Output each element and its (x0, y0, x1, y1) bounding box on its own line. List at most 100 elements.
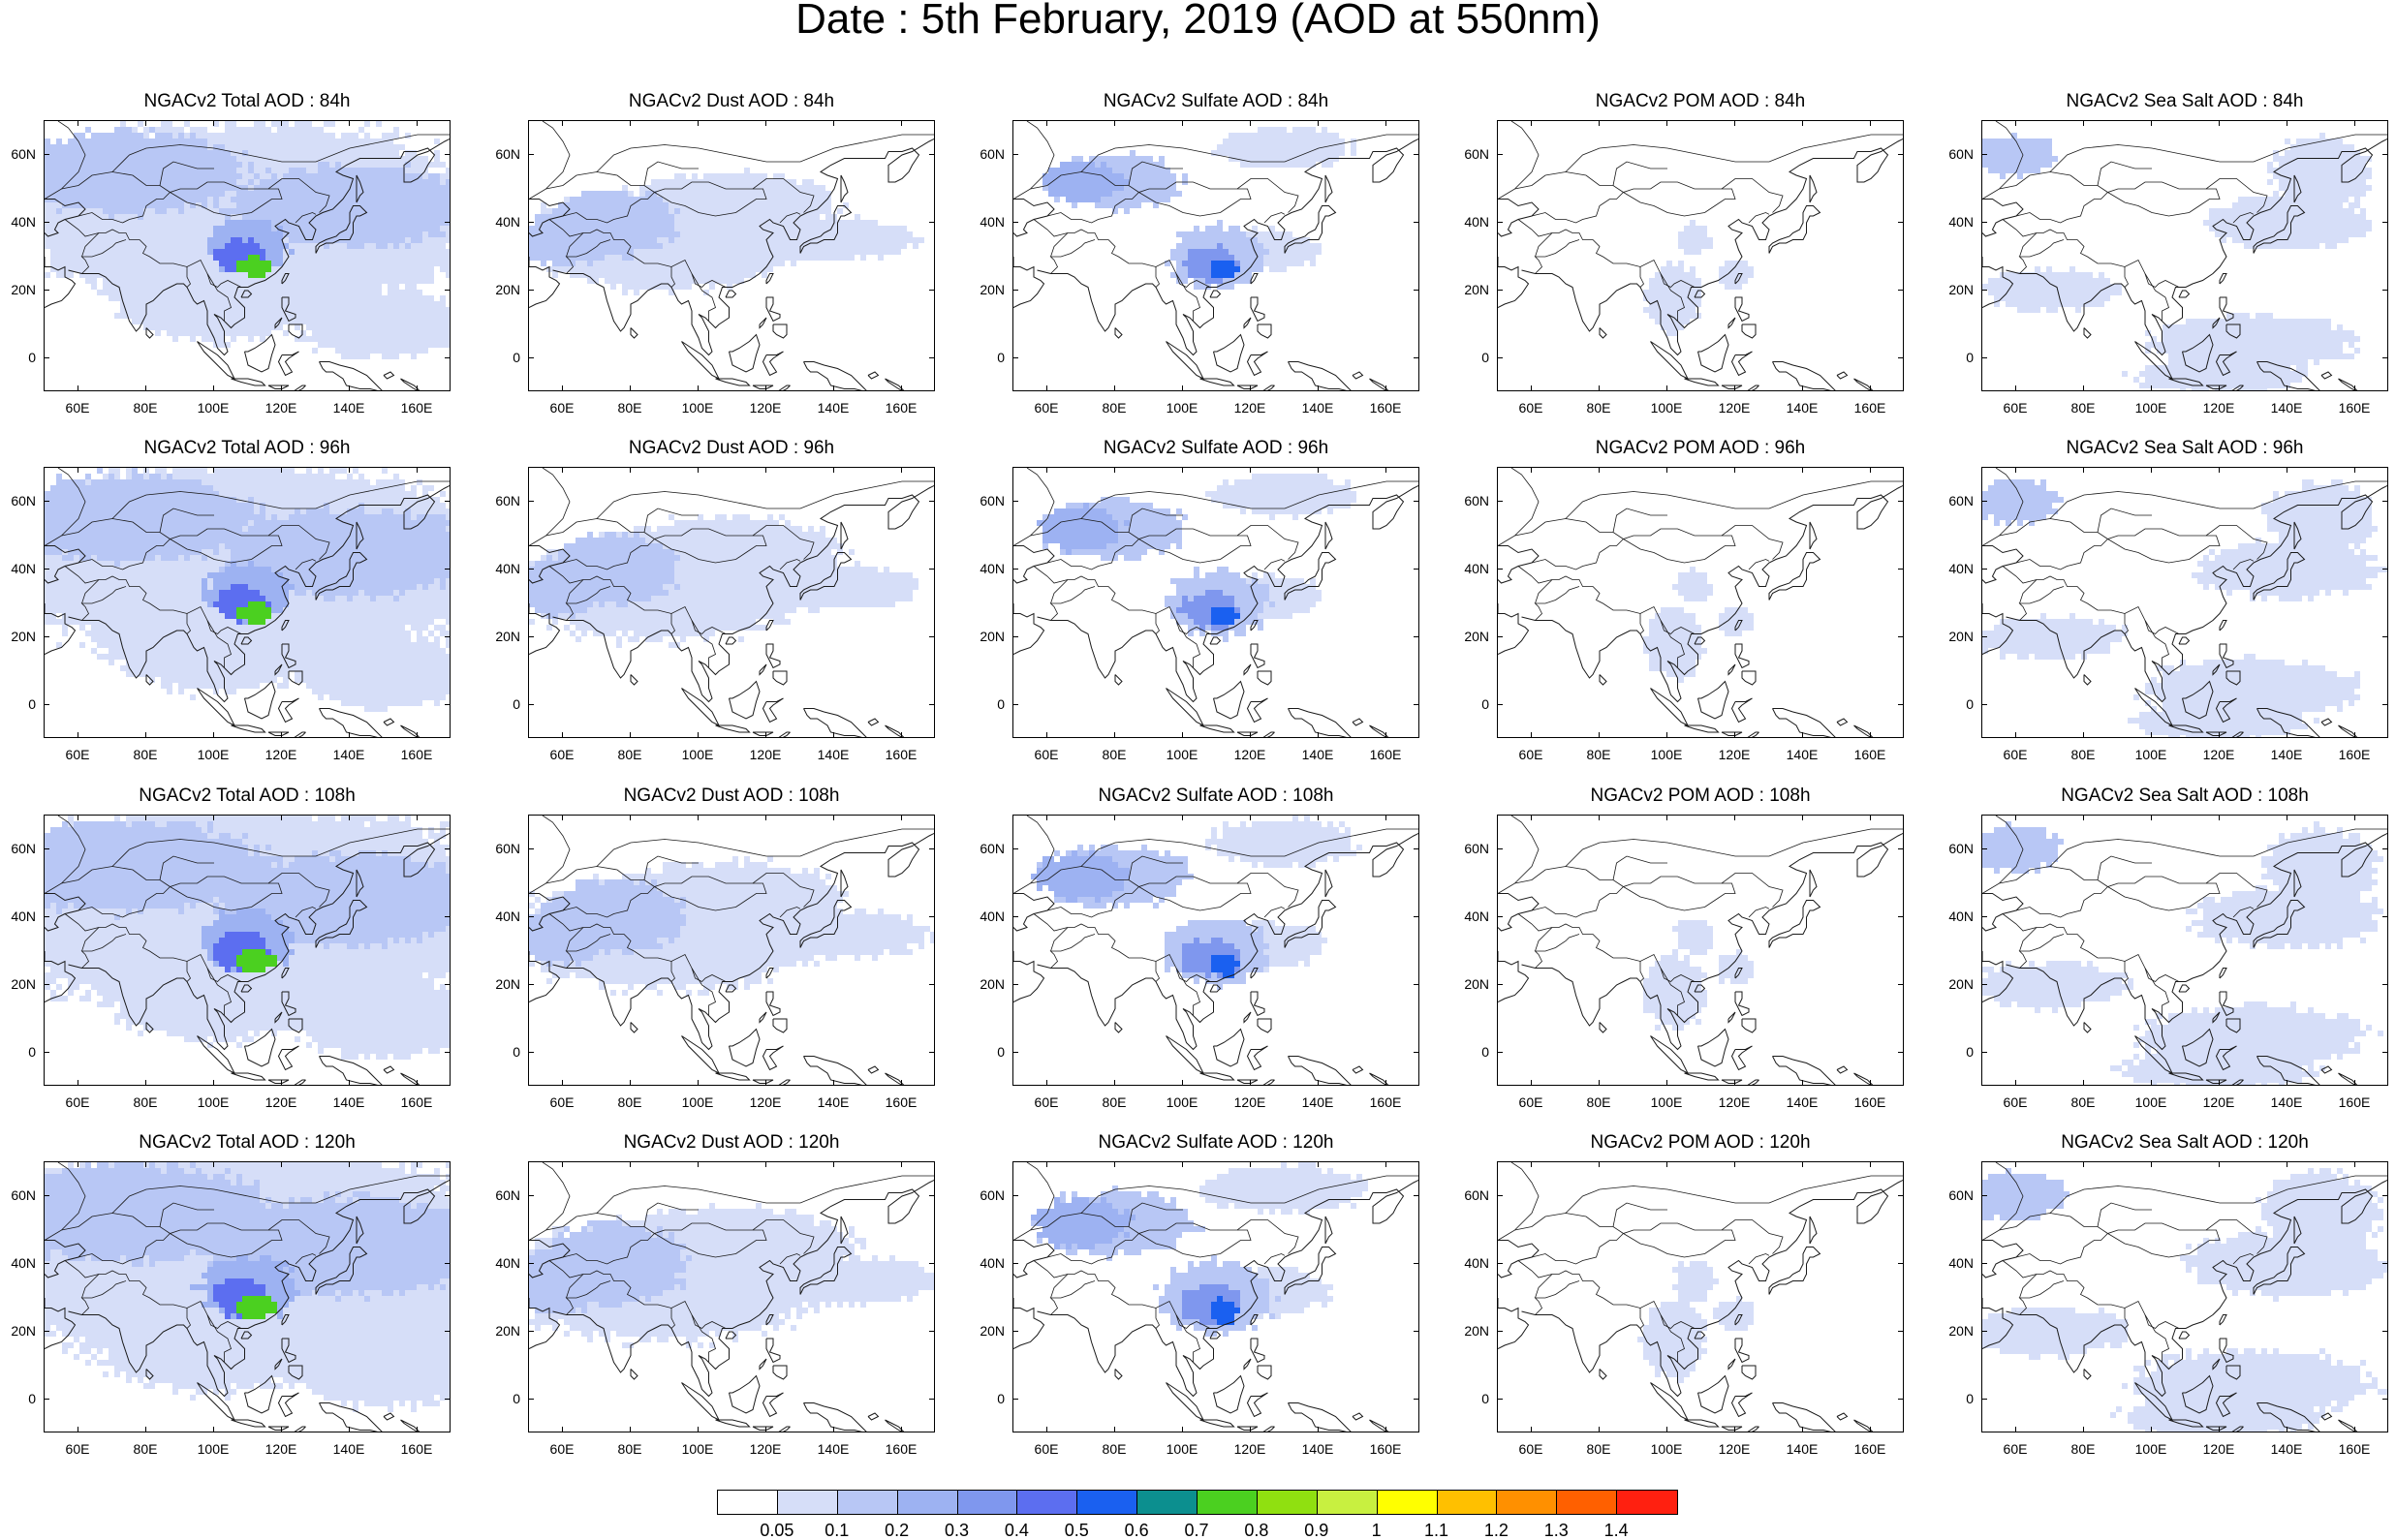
lon-label: 160E (1356, 401, 1415, 415)
aod-cell (750, 243, 756, 249)
aod-cell (1322, 133, 1327, 139)
aod-cell (703, 231, 709, 237)
aod-cell (1678, 324, 1684, 330)
aod-cell (399, 226, 405, 231)
aod-cell (428, 185, 434, 191)
aod-cell (184, 243, 190, 249)
aod-cell (353, 208, 358, 214)
aod-cell (576, 266, 581, 272)
aod-cell (2046, 156, 2052, 162)
aod-cell (610, 261, 616, 266)
aod-cell (738, 220, 744, 226)
aod-cell (1194, 255, 1199, 261)
aod-cell (289, 214, 295, 220)
aod-cell (225, 290, 231, 295)
aod-cell (295, 179, 300, 185)
aod-cell (114, 173, 120, 179)
aod-cell (161, 156, 167, 162)
aod-cell (727, 226, 732, 231)
aod-cell (849, 226, 855, 231)
aod-cell (422, 324, 428, 330)
aod-cell (639, 226, 645, 231)
aod-cell (762, 261, 767, 266)
aod-cell (2203, 319, 2209, 324)
aod-cell (358, 354, 364, 359)
aod-cell (2069, 278, 2075, 284)
aod-cell (411, 272, 417, 278)
aod-cell (1994, 144, 2000, 150)
aod-cell (2180, 377, 2186, 383)
aod-cell (2069, 272, 2075, 278)
aod-cell (347, 319, 353, 324)
aod-cell (207, 220, 213, 226)
aod-cell (2302, 162, 2308, 168)
aod-cell (2157, 377, 2163, 383)
aod-cell (242, 144, 248, 150)
aod-cell (271, 295, 277, 301)
aod-cell (1141, 156, 1147, 162)
aod-cell (773, 197, 779, 202)
aod-cell (1077, 173, 1083, 179)
aod-cell (196, 173, 202, 179)
aod-cell (703, 266, 709, 272)
aod-cell (231, 168, 236, 173)
aod-cell (74, 208, 79, 214)
aod-cell (207, 202, 213, 208)
aod-cell (634, 290, 639, 295)
aod-cell (2011, 144, 2017, 150)
aod-cell (277, 208, 283, 214)
aod-cell (155, 231, 161, 237)
aod-cell (236, 208, 242, 214)
aod-cell (132, 168, 138, 173)
aod-cell (546, 255, 552, 261)
aod-cell (2203, 377, 2209, 383)
aod-cell (535, 249, 541, 255)
aod-cell (382, 226, 388, 231)
aod-cell (103, 261, 109, 266)
aod-cell (2250, 377, 2256, 383)
aod-cell (1730, 284, 1736, 290)
aod-cell (2267, 179, 2273, 185)
aod-cell (149, 226, 155, 231)
aod-cell (1333, 133, 1339, 139)
aod-cell (335, 284, 341, 290)
lon-tick (145, 385, 146, 391)
aod-cell (393, 261, 399, 266)
aod-cell (440, 237, 446, 243)
aod-cell (2000, 139, 2006, 144)
aod-cell (370, 255, 376, 261)
aod-cell (178, 191, 184, 197)
aod-cell (674, 278, 680, 284)
aod-cell (149, 249, 155, 255)
aod-cell (2308, 220, 2314, 226)
aod-cell (260, 162, 265, 168)
aod-cell (143, 226, 149, 231)
aod-cell (709, 266, 715, 272)
aod-cell (295, 231, 300, 237)
aod-cell (45, 156, 50, 162)
aod-cell (802, 197, 808, 202)
aod-cell (143, 168, 149, 173)
aod-cell (1263, 127, 1269, 133)
aod-cell (721, 237, 727, 243)
aod-cell (388, 342, 393, 348)
aod-cell (2064, 284, 2069, 290)
aod-cell (225, 261, 231, 266)
lon-tick (1734, 120, 1735, 126)
aod-cell (2069, 284, 2075, 290)
aod-cell (669, 231, 674, 237)
aod-cell (2290, 377, 2296, 383)
aod-cell (2256, 324, 2261, 330)
aod-cell (808, 249, 814, 255)
aod-cell (1988, 139, 1994, 144)
aod-cell (184, 133, 190, 139)
aod-cell (382, 319, 388, 324)
aod-cell (68, 144, 74, 150)
aod-cell (680, 284, 686, 290)
aod-cell (283, 214, 289, 220)
aod-cell (1229, 249, 1234, 255)
aod-cell (622, 191, 628, 197)
aod-cell (1690, 231, 1696, 237)
aod-cell (446, 179, 451, 185)
aod-cell (138, 231, 143, 237)
